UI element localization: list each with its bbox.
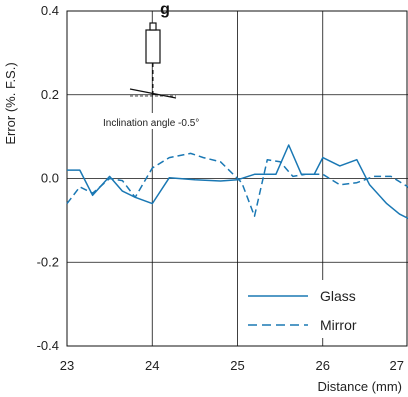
y-tick-label: 0.4 — [41, 3, 59, 18]
x-tick-label: 24 — [145, 358, 159, 373]
chart-title: g — [160, 1, 170, 18]
series-line-glass — [67, 144, 408, 220]
legend-label-glass: Glass — [320, 288, 356, 304]
x-tick-label: 23 — [60, 358, 74, 373]
inclined-target — [129, 88, 177, 99]
y-tick-label: 0.2 — [41, 87, 59, 102]
x-tick-label: 27 — [390, 358, 404, 373]
series-line-mirror — [66, 152, 408, 217]
y-tick-label: -0.4 — [37, 338, 59, 353]
x-axis-ticks: 23 24 25 26 27 — [60, 358, 404, 373]
legend-label-mirror: Mirror — [320, 317, 357, 333]
x-tick-label: 26 — [316, 358, 330, 373]
series-lines — [66, 144, 408, 220]
y-tick-label: -0.2 — [37, 254, 59, 269]
y-tick-label: 0.0 — [41, 171, 59, 186]
x-axis-label: Distance (mm) — [317, 379, 402, 394]
x-tick-label: 25 — [230, 358, 244, 373]
grid-lines — [67, 11, 408, 346]
inclination-annotation: Inclination angle -0.5° — [103, 118, 199, 129]
annotation-background — [100, 113, 218, 129]
sensor-illustration — [129, 22, 177, 99]
sensor-connector — [149, 22, 157, 31]
legend: Glass Mirror — [242, 280, 406, 338]
legend-background — [242, 280, 406, 338]
sensor-body — [145, 29, 161, 64]
y-axis-label: Error (%. F.S.) — [3, 62, 18, 144]
y-axis-ticks: 0.4 0.2 0.0 -0.2 -0.4 — [37, 3, 59, 353]
